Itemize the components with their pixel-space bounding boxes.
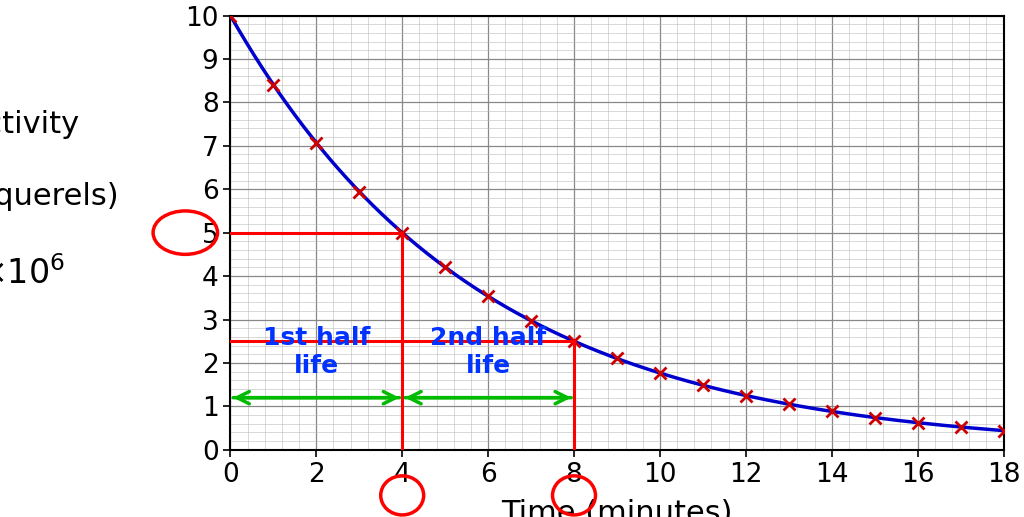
- Text: 1st half
life: 1st half life: [262, 326, 370, 378]
- X-axis label: Time (minutes): Time (minutes): [501, 499, 733, 517]
- Text: 2nd half
life: 2nd half life: [430, 326, 546, 378]
- Text: Activity: Activity: [0, 110, 80, 139]
- Text: (Becquerels): (Becquerels): [0, 182, 119, 211]
- Text: $\times 10^6$: $\times 10^6$: [0, 256, 66, 292]
